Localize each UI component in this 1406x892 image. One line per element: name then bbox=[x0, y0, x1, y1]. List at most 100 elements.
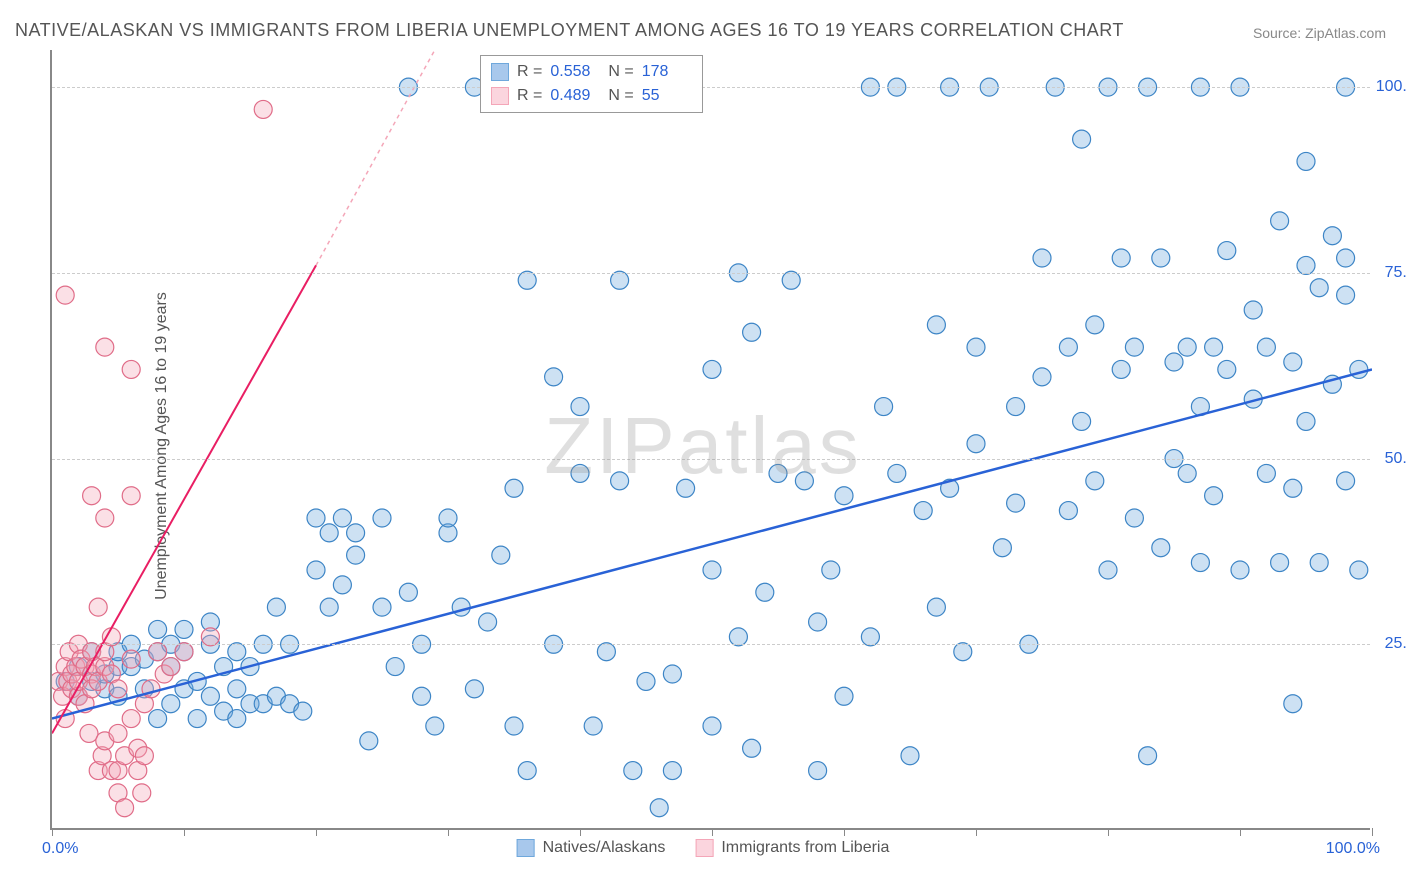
scatter-point bbox=[703, 360, 721, 378]
stat-value-r2: 0.489 bbox=[550, 87, 600, 105]
scatter-svg bbox=[52, 50, 1372, 830]
xtick bbox=[316, 828, 317, 836]
stat-label-r: R = bbox=[517, 63, 542, 81]
scatter-point bbox=[835, 487, 853, 505]
stat-label-n: N = bbox=[608, 63, 633, 81]
scatter-point bbox=[1297, 256, 1315, 274]
scatter-point bbox=[333, 576, 351, 594]
scatter-point bbox=[149, 710, 167, 728]
chart-container: NATIVE/ALASKAN VS IMMIGRANTS FROM LIBERI… bbox=[0, 0, 1406, 892]
scatter-point bbox=[624, 762, 642, 780]
scatter-point bbox=[122, 360, 140, 378]
trendline-extension bbox=[316, 50, 435, 265]
scatter-point bbox=[597, 643, 615, 661]
scatter-point bbox=[347, 546, 365, 564]
scatter-point bbox=[1337, 286, 1355, 304]
scatter-point bbox=[1271, 554, 1289, 572]
ytick-label: 100.0% bbox=[1376, 78, 1406, 96]
scatter-point bbox=[80, 724, 98, 742]
scatter-point bbox=[1152, 249, 1170, 267]
scatter-point bbox=[294, 702, 312, 720]
legend-stats: R = 0.558 N = 178 R = 0.489 N = 55 bbox=[480, 55, 703, 113]
scatter-point bbox=[927, 598, 945, 616]
scatter-point bbox=[1284, 353, 1302, 371]
stat-value-n2: 55 bbox=[642, 87, 692, 105]
scatter-point bbox=[373, 598, 391, 616]
gridline bbox=[52, 273, 1370, 274]
scatter-point bbox=[175, 643, 193, 661]
chart-title: NATIVE/ALASKAN VS IMMIGRANTS FROM LIBERI… bbox=[15, 20, 1124, 41]
scatter-point bbox=[1178, 338, 1196, 356]
scatter-point bbox=[1218, 242, 1236, 260]
scatter-point bbox=[122, 710, 140, 728]
scatter-point bbox=[149, 620, 167, 638]
xtick bbox=[52, 828, 53, 836]
scatter-point bbox=[611, 472, 629, 490]
scatter-point bbox=[571, 464, 589, 482]
scatter-point bbox=[1310, 554, 1328, 572]
xtick bbox=[844, 828, 845, 836]
xaxis-max-label: 100.0% bbox=[1326, 840, 1380, 858]
legend-item: Natives/Alaskans bbox=[517, 839, 666, 857]
scatter-point bbox=[650, 799, 668, 817]
scatter-point bbox=[571, 398, 589, 416]
scatter-point bbox=[162, 658, 180, 676]
scatter-point bbox=[1033, 249, 1051, 267]
scatter-point bbox=[254, 100, 272, 118]
scatter-point bbox=[1112, 360, 1130, 378]
scatter-point bbox=[1284, 479, 1302, 497]
scatter-point bbox=[518, 762, 536, 780]
scatter-point bbox=[703, 561, 721, 579]
scatter-point bbox=[1205, 487, 1223, 505]
scatter-point bbox=[1059, 338, 1077, 356]
scatter-point bbox=[518, 271, 536, 289]
plot-area: 0.0% 100.0% 25.0%50.0%75.0%100.0% bbox=[50, 50, 1370, 830]
xtick bbox=[1240, 828, 1241, 836]
legend-series: Natives/Alaskans Immigrants from Liberia bbox=[517, 839, 890, 857]
scatter-point bbox=[307, 561, 325, 579]
scatter-point bbox=[769, 464, 787, 482]
scatter-point bbox=[1086, 316, 1104, 334]
scatter-point bbox=[743, 323, 761, 341]
xaxis-min-label: 0.0% bbox=[42, 840, 78, 858]
scatter-point bbox=[861, 628, 879, 646]
trendline bbox=[52, 369, 1372, 718]
scatter-point bbox=[822, 561, 840, 579]
stat-value-r1: 0.558 bbox=[550, 63, 600, 81]
scatter-point bbox=[1165, 353, 1183, 371]
legend-stat-row: R = 0.489 N = 55 bbox=[491, 84, 692, 108]
scatter-point bbox=[1297, 152, 1315, 170]
scatter-point bbox=[743, 739, 761, 757]
scatter-point bbox=[1205, 338, 1223, 356]
xtick bbox=[580, 828, 581, 836]
scatter-point bbox=[545, 368, 563, 386]
scatter-point bbox=[386, 658, 404, 676]
scatter-point bbox=[149, 643, 167, 661]
legend-swatch-blue bbox=[491, 63, 509, 81]
scatter-point bbox=[1218, 360, 1236, 378]
scatter-point bbox=[426, 717, 444, 735]
scatter-point bbox=[201, 628, 219, 646]
scatter-point bbox=[1152, 539, 1170, 557]
scatter-point bbox=[135, 747, 153, 765]
scatter-point bbox=[505, 479, 523, 497]
stat-label-r: R = bbox=[517, 87, 542, 105]
legend-item: Immigrants from Liberia bbox=[695, 839, 889, 857]
scatter-point bbox=[993, 539, 1011, 557]
scatter-point bbox=[835, 687, 853, 705]
scatter-point bbox=[102, 628, 120, 646]
scatter-point bbox=[888, 464, 906, 482]
scatter-point bbox=[162, 695, 180, 713]
scatter-point bbox=[1271, 212, 1289, 230]
legend-label: Immigrants from Liberia bbox=[721, 839, 889, 857]
scatter-point bbox=[967, 338, 985, 356]
scatter-point bbox=[228, 680, 246, 698]
scatter-point bbox=[1099, 561, 1117, 579]
scatter-point bbox=[452, 598, 470, 616]
scatter-point bbox=[56, 286, 74, 304]
xtick bbox=[1372, 828, 1373, 836]
scatter-point bbox=[954, 643, 972, 661]
scatter-point bbox=[1337, 472, 1355, 490]
legend-stat-row: R = 0.558 N = 178 bbox=[491, 60, 692, 84]
scatter-point bbox=[875, 398, 893, 416]
